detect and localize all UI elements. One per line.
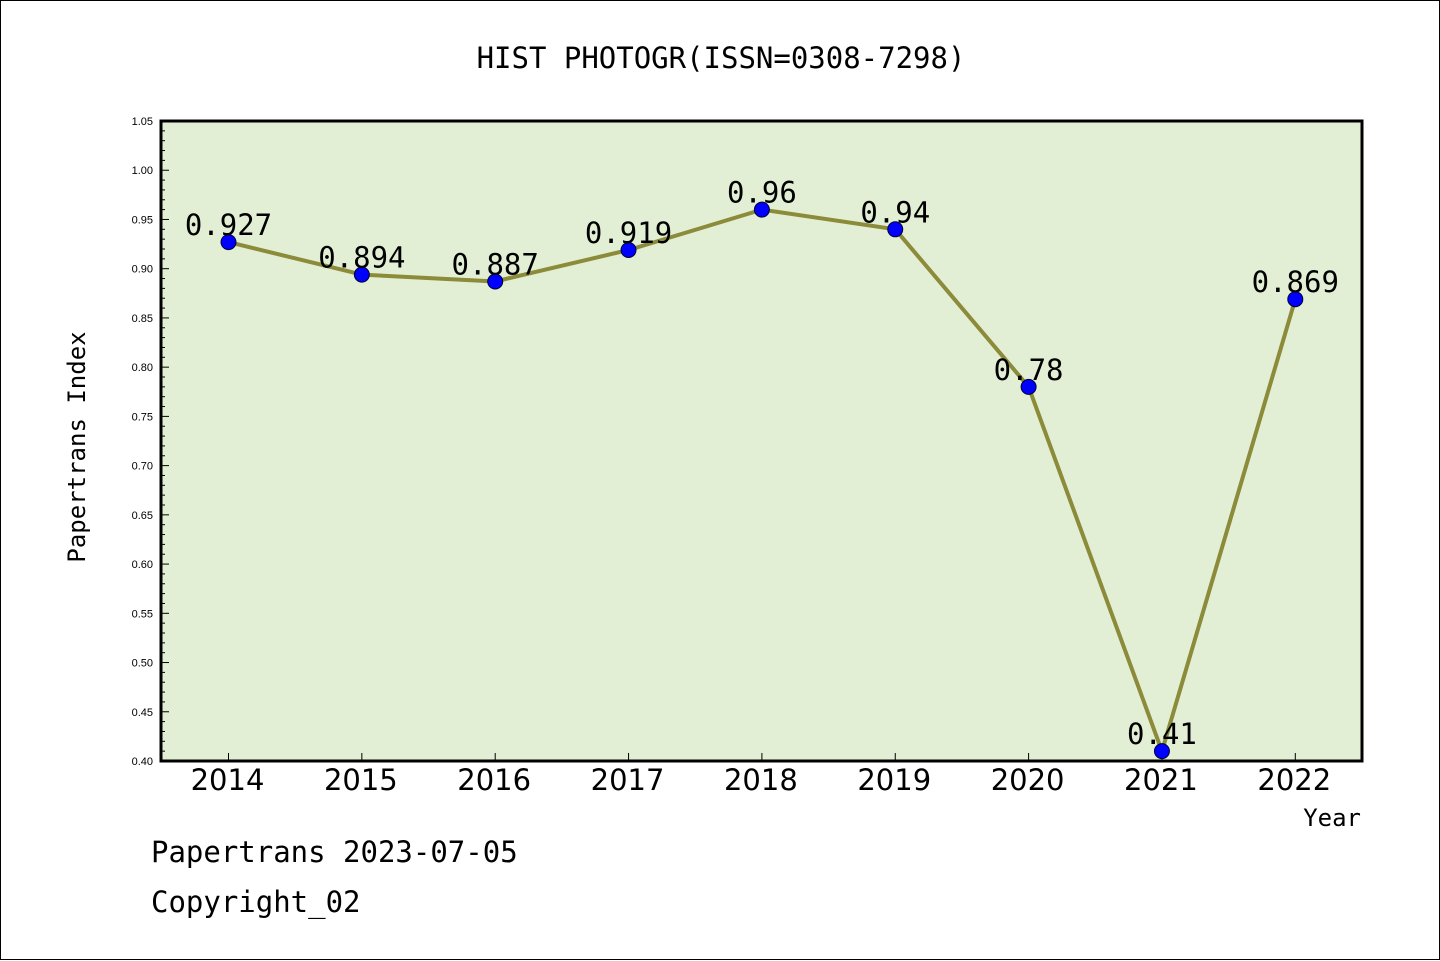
- data-label: 0.894: [318, 241, 405, 275]
- y-tick-label: 1.05: [132, 116, 153, 128]
- data-point-marker: [220, 234, 237, 251]
- footer-copyright-text: Copyright_02: [151, 885, 361, 919]
- x-axis-label: Year: [1303, 804, 1361, 832]
- data-point-marker: [1287, 291, 1304, 308]
- y-tick-label: 1.00: [132, 165, 153, 177]
- data-point-marker: [620, 241, 637, 258]
- x-tick-label: 2015: [324, 763, 398, 797]
- y-axis-ticks: 0.40 0.45 0.50 0.55 0.60 0.65 0.70 0.75 0.80 0.85…: [132, 116, 169, 768]
- footer-date-text: Papertrans 2023-07-05: [151, 835, 518, 869]
- data-point-marker: [487, 273, 504, 290]
- x-tick-label: 2018: [724, 763, 798, 797]
- data-point-marker: [353, 266, 370, 283]
- y-tick-label: 0.55: [132, 608, 153, 620]
- x-axis-ticks: 2014 2015 2016 2017 2018 2019 2020 2021 2022: [191, 753, 1331, 797]
- data-label: 0.96: [727, 176, 797, 210]
- y-tick-label: 0.40: [132, 756, 153, 768]
- y-tick-label: 0.90: [132, 264, 153, 276]
- data-label: 0.927: [185, 208, 272, 242]
- data-label: 0.94: [860, 195, 930, 229]
- data-label: 0.919: [585, 216, 672, 250]
- data-point-marker: [887, 221, 904, 238]
- y-tick-label: 0.85: [132, 313, 153, 325]
- data-point-marker: [1153, 743, 1170, 760]
- data-label: 0.41: [1127, 717, 1197, 751]
- data-label: 0.78: [994, 353, 1064, 387]
- y-tick-label: 0.70: [132, 461, 153, 473]
- data-label: 0.887: [452, 247, 539, 281]
- y-tick-label: 0.65: [132, 510, 153, 522]
- y-tick-label: 0.60: [132, 559, 153, 571]
- y-tick-label: 0.75: [132, 411, 153, 423]
- y-tick-label: 0.80: [132, 362, 153, 374]
- x-tick-label: 2017: [591, 763, 665, 797]
- y-tick-label: 0.45: [132, 707, 153, 719]
- x-tick-label: 2016: [457, 763, 531, 797]
- x-tick-label: 2014: [191, 763, 265, 797]
- data-point-marker: [1020, 378, 1037, 395]
- y-tick-label: 0.50: [132, 658, 153, 670]
- plot-area: [159, 119, 1364, 763]
- x-tick-label: 2020: [991, 763, 1065, 797]
- series-layer: 0.927 0.894 0.887 0.919 0.96 0.94 0.78 0.41 0.86…: [185, 176, 1339, 760]
- x-tick-label: 2019: [857, 763, 931, 797]
- data-point-marker: [753, 201, 770, 218]
- chart-title: HIST PHOTOGR(ISSN=0308-7298): [477, 41, 966, 75]
- y-tick-label: 0.95: [132, 214, 153, 226]
- x-tick-label: 2021: [1124, 763, 1198, 797]
- x-tick-label: 2022: [1257, 763, 1331, 797]
- y-axis-label: Papertrans Index: [63, 331, 91, 562]
- data-label: 0.869: [1252, 265, 1339, 299]
